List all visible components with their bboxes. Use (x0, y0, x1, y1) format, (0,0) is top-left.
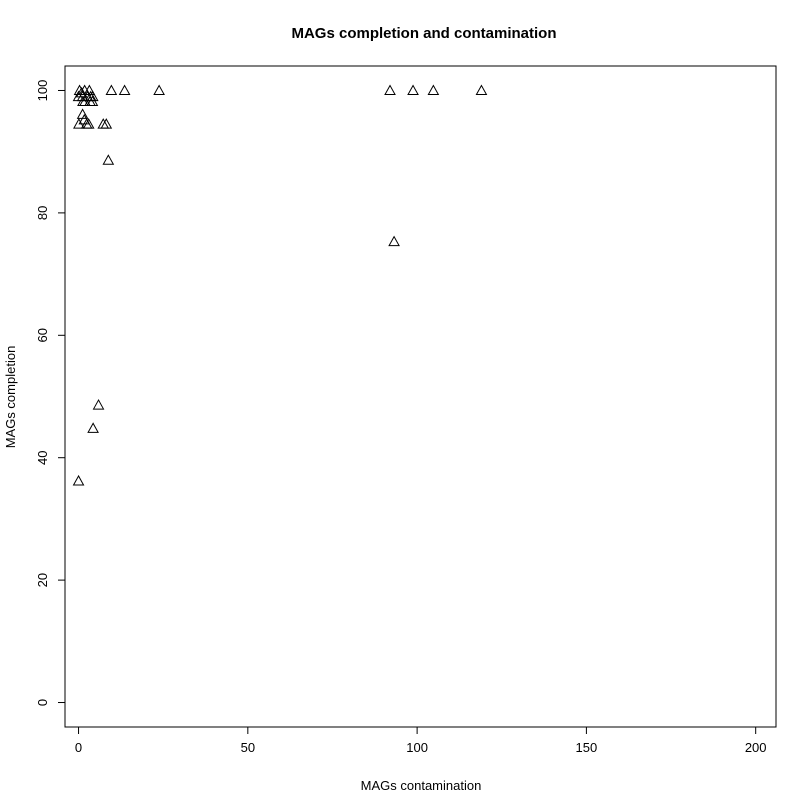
plot-frame (64, 65, 777, 728)
x-tick-label: 200 (745, 740, 767, 755)
data-point (86, 95, 99, 106)
data-point (388, 235, 400, 247)
y-tick-label: 0 (35, 699, 50, 706)
data-point (73, 118, 85, 129)
x-tick-label: 150 (576, 740, 598, 755)
x-axis-label: MAGs contamination (361, 778, 482, 793)
data-point (92, 399, 105, 410)
y-tick-label: 40 (35, 450, 50, 464)
y-tick-label: 60 (35, 328, 50, 342)
data-point (427, 84, 440, 95)
data-point (384, 84, 396, 95)
x-tick-label: 0 (75, 740, 82, 755)
data-point (407, 84, 419, 95)
data-points (72, 84, 488, 486)
x-tick-label: 50 (241, 740, 255, 755)
data-point (475, 84, 488, 95)
data-point (153, 84, 165, 95)
chart-title: MAGs completion and contamination (291, 25, 556, 42)
y-tick-label: 80 (35, 206, 50, 220)
data-point (82, 118, 95, 129)
data-point (118, 84, 131, 95)
x-axis: 0 50 100 150 200 (75, 727, 767, 755)
data-point (72, 474, 85, 486)
data-point (102, 154, 115, 165)
data-point (100, 118, 113, 129)
data-point (87, 422, 99, 433)
y-axis-label: MAGs completion (3, 346, 18, 449)
data-point (75, 86, 88, 98)
x-tick-label: 100 (406, 740, 428, 755)
data-point (105, 84, 118, 95)
y-tick-label: 100 (35, 80, 50, 102)
y-tick-label: 20 (35, 573, 50, 587)
y-axis: 0 20 40 60 80 100 (35, 80, 65, 706)
